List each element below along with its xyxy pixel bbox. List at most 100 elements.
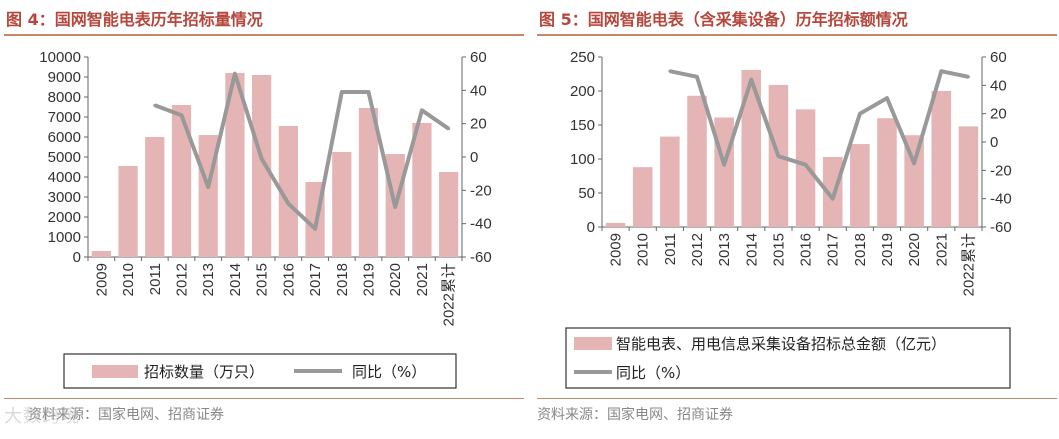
x-tick-label: 2014 [227, 263, 244, 296]
x-tick-label: 2017 [307, 263, 324, 296]
bar [958, 126, 979, 227]
x-tick-label: 2012 [689, 233, 706, 266]
chart-figure-5: 0 50 100 150 200 250 -60 -40 -20 0 20 40 60 2009 2010 2… [565, 49, 1012, 389]
line-point [447, 127, 451, 131]
bar [118, 166, 138, 257]
x-tick-label: 2020 [906, 233, 923, 266]
x-tick-label: 2009 [93, 263, 110, 296]
bar [278, 126, 298, 257]
y-tick-label: 2000 [48, 209, 81, 226]
x-tick-label: 2021 [414, 263, 431, 296]
y2-tick-label: 20 [470, 116, 487, 133]
bar [931, 91, 952, 227]
x-tick-label: 2010 [635, 233, 652, 266]
source-note: 资料来源：国家电网、招商证券 [28, 407, 224, 423]
y-tick-label: 7000 [48, 109, 81, 126]
x-tick-label: 2018 [852, 233, 869, 266]
x-tick-label: 2013 [200, 263, 217, 296]
x-tick-label: 2018 [334, 263, 351, 296]
line-point [340, 90, 344, 94]
y2-tick-label: 60 [990, 49, 1007, 66]
line-point [776, 154, 780, 158]
bar [741, 69, 762, 227]
bar [252, 75, 272, 257]
chart-title: 图 4：国网智能电表历年招标量情况 [6, 10, 263, 29]
bar [687, 95, 707, 227]
bar [171, 105, 192, 257]
x-tick-label: 2022累计 [441, 263, 458, 326]
line-point [831, 197, 835, 201]
x-tick-label: 2011 [662, 233, 679, 265]
bar [822, 156, 843, 227]
line-point [966, 75, 970, 79]
y-tick-label: 5000 [48, 149, 81, 166]
y-tick-label: 6000 [48, 129, 81, 146]
x-tick-label: 2015 [254, 263, 271, 296]
y2-tick-label: -40 [470, 216, 492, 233]
line-point [286, 202, 290, 206]
y-tick-label: 9000 [48, 69, 81, 86]
legend-label-bar: 招标数量（万只） [144, 363, 264, 381]
y2-tick-label: 20 [990, 106, 1007, 123]
x-tick-label: 2016 [280, 263, 297, 296]
x-tick-label: 2012 [174, 263, 191, 296]
line-point [912, 161, 916, 165]
y-tick-label: 200 [570, 83, 595, 100]
y-tick-label: 0 [73, 249, 81, 266]
chart-title: 图 5：国网智能电表（含采集设备）历年招标额情况 [539, 10, 908, 29]
bar [358, 108, 379, 257]
line-point [722, 163, 726, 167]
y2-tick-label: -20 [990, 162, 1012, 179]
title-rule [537, 34, 1057, 36]
x-tick-label: 2010 [120, 263, 137, 296]
line-point [668, 69, 672, 73]
line-point [206, 185, 210, 189]
line-point [153, 103, 157, 107]
series-line-yoy [154, 71, 450, 231]
y2-tick-label: -60 [470, 249, 492, 266]
y-tick-label: 50 [578, 185, 595, 202]
line-point [695, 75, 699, 79]
y-tick-label: 4000 [48, 169, 81, 186]
footer-rule [4, 398, 524, 399]
x-tick-label: 2021 [933, 233, 950, 266]
y2-tick-label: -60 [990, 219, 1012, 236]
line-point [749, 78, 753, 82]
line-point [180, 113, 183, 117]
line-point [393, 205, 397, 209]
line-point [939, 69, 943, 73]
bar [605, 222, 626, 227]
bar [714, 117, 734, 227]
x-tick-label: 2019 [361, 263, 378, 296]
legend-swatch-bar [574, 337, 612, 350]
figure-4-panel: 图 4：国网智能电表历年招标量情况 0 1000 2000 3000 4000 5000 6… [4, 10, 524, 427]
x-tick-label: 2017 [825, 233, 842, 266]
y-tick-label: 0 [587, 219, 595, 236]
y2-tick-label: 0 [470, 149, 478, 166]
bar [145, 137, 165, 257]
line-point [260, 157, 264, 161]
y-tick-label: 10000 [39, 49, 81, 66]
x-tick-label: 2016 [798, 233, 815, 266]
y2-tick-label: 60 [470, 49, 487, 66]
legend-box [565, 327, 1011, 389]
bar [412, 123, 432, 257]
y2-tick-label: -40 [990, 191, 1012, 208]
line-point [233, 72, 237, 76]
y-tick-label: 100 [570, 151, 595, 168]
y-tick-label: 1000 [48, 229, 81, 246]
chart-figure-4: 0 1000 2000 3000 4000 5000 6000 7000 8000 9000 100… [39, 49, 492, 389]
bar [91, 251, 111, 257]
line-point [804, 163, 808, 167]
legend-label-line: 同比（%） [352, 363, 426, 381]
footer-rule [537, 398, 1057, 399]
bar [904, 135, 924, 227]
figure-5-panel: 图 5：国网智能电表（含采集设备）历年招标额情况 0 50 100 150 200 250… [533, 0, 1059, 439]
y2-tick-label: -20 [470, 182, 492, 199]
bar [632, 167, 653, 227]
x-tick-label: 2015 [770, 233, 787, 266]
y-tick-label: 3000 [48, 189, 81, 206]
line-point [420, 108, 424, 112]
x-tick-label: 2014 [743, 233, 760, 266]
bar [877, 118, 897, 227]
